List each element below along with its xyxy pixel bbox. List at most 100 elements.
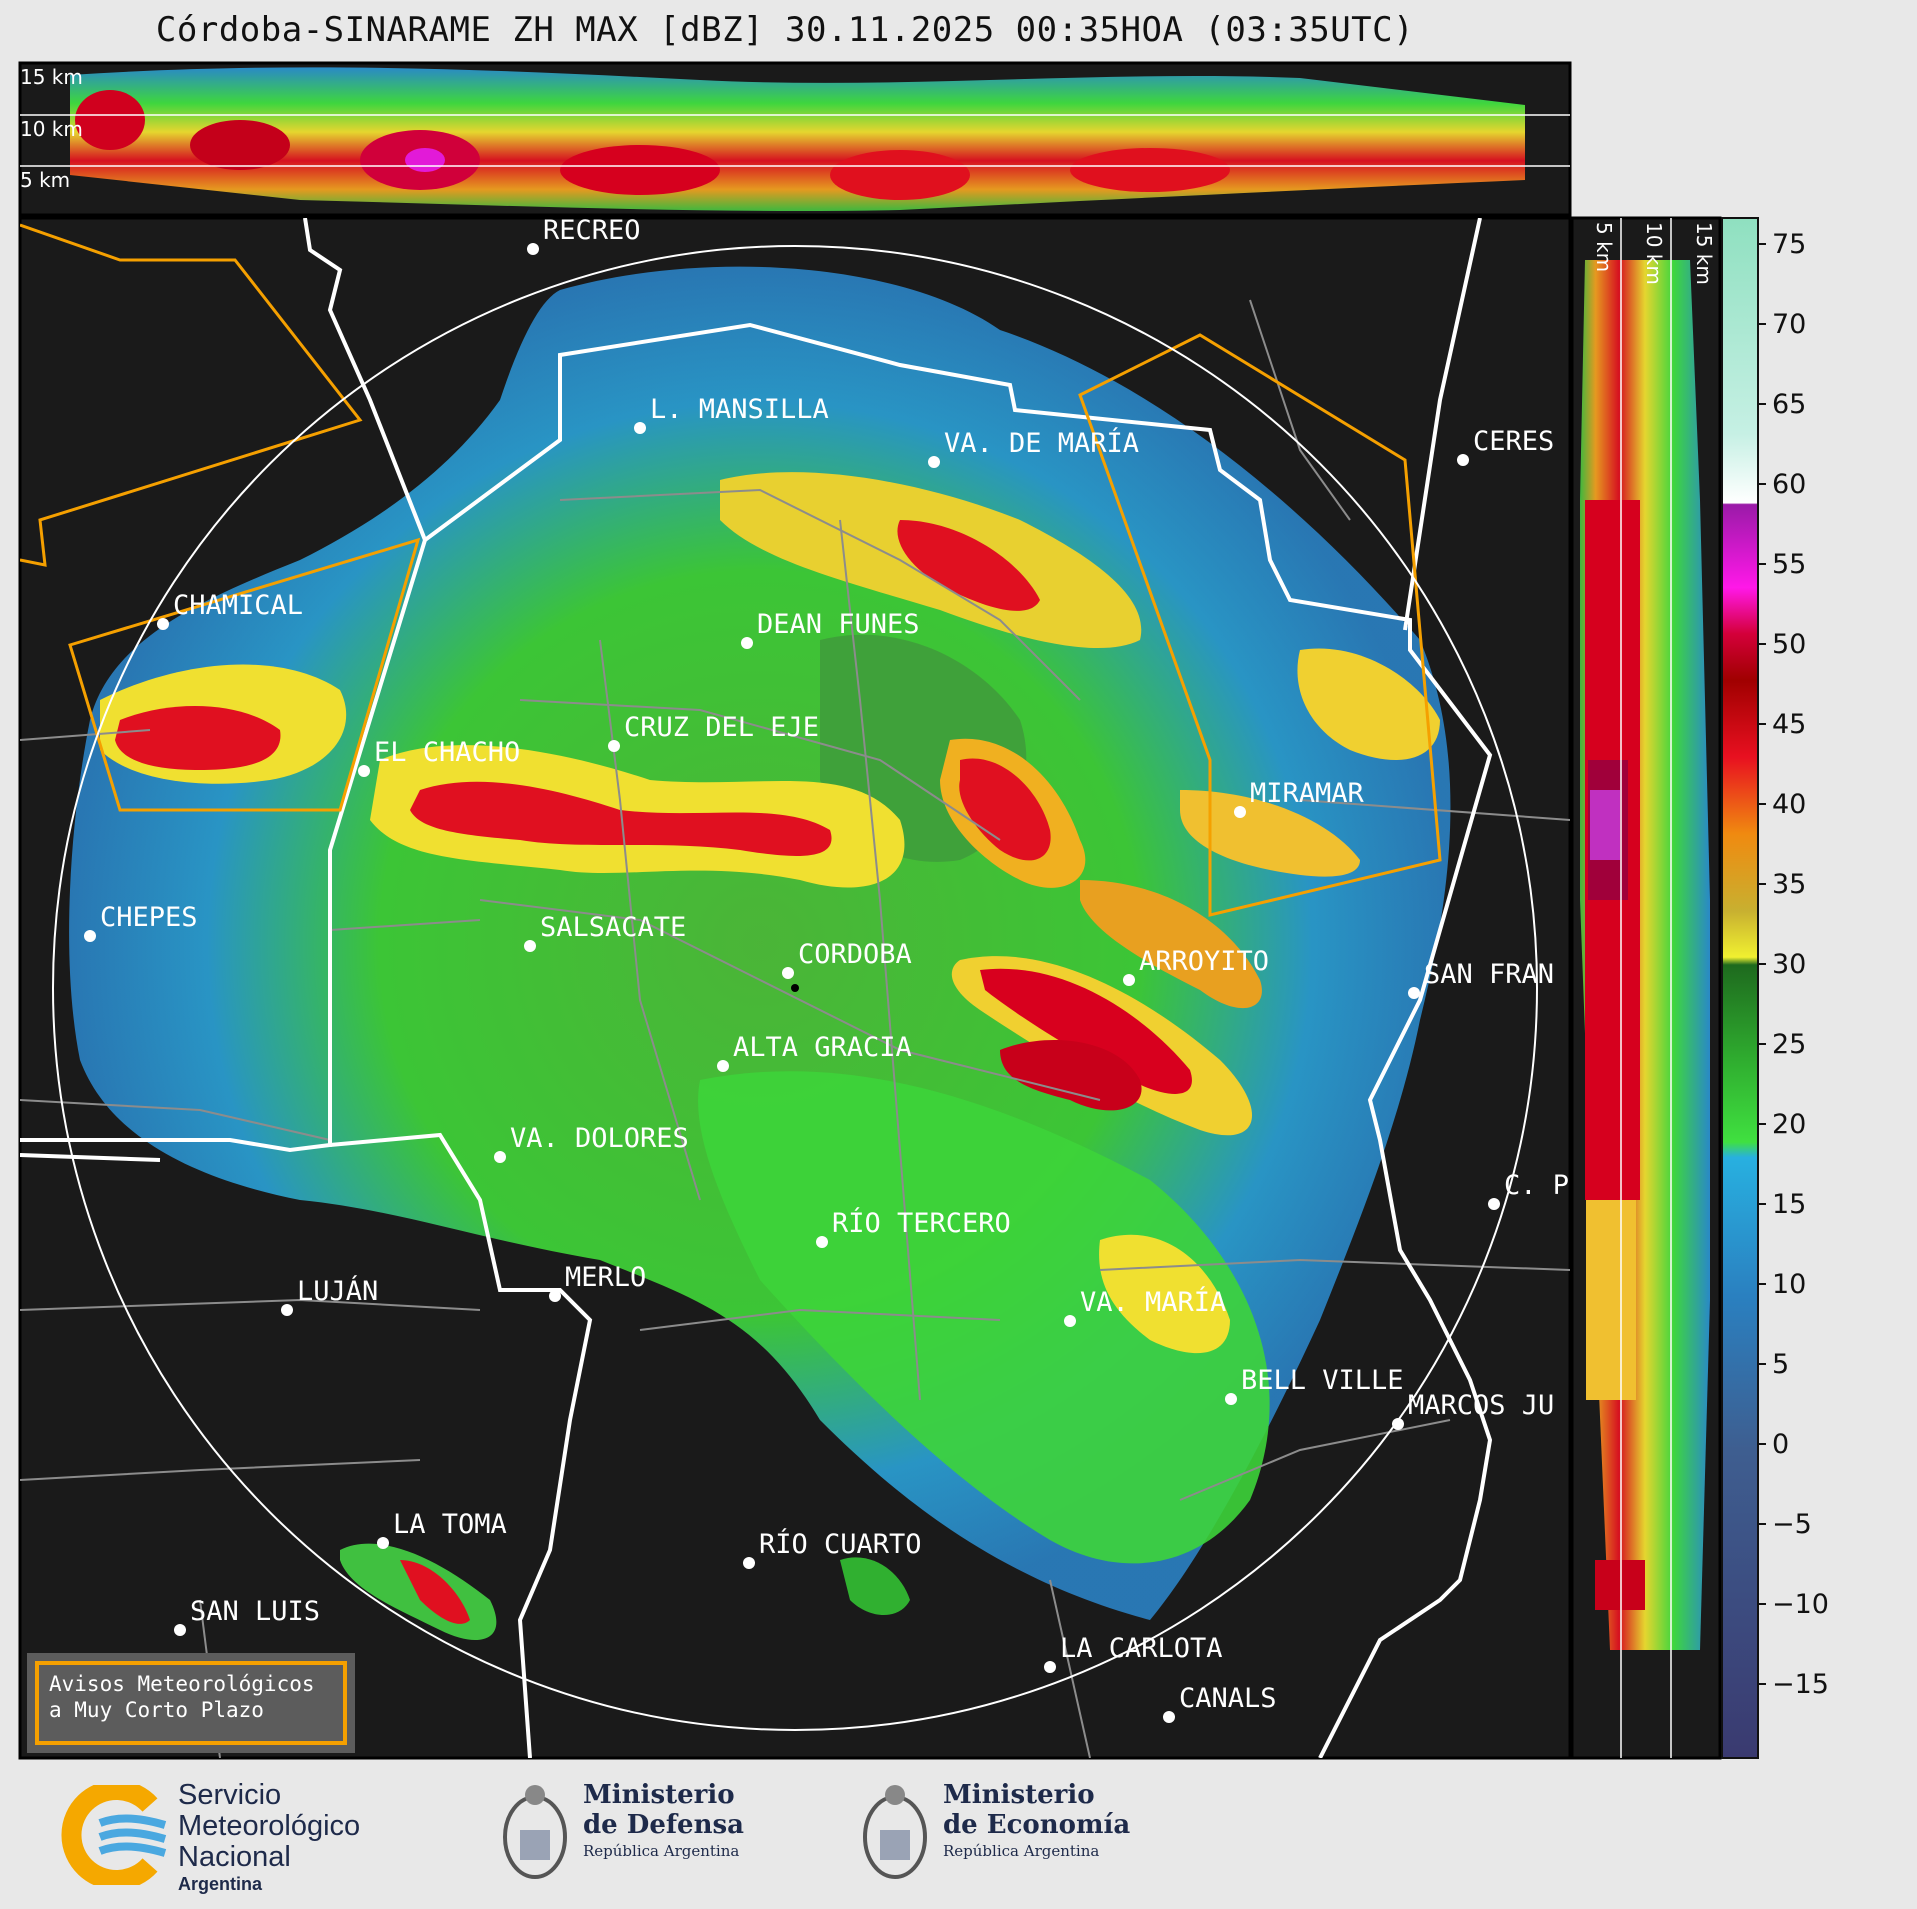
city-label: SAN FRAN	[1424, 959, 1554, 990]
warning-polygons	[20, 223, 1442, 917]
city-label: C. P	[1504, 1170, 1569, 1201]
city-label: SALSACATE	[540, 912, 686, 943]
city-label: MIRAMAR	[1250, 778, 1365, 809]
colorbar-tick-label: 60	[1772, 469, 1806, 500]
colorbar-tick-label: 50	[1772, 629, 1806, 660]
economia-line3: República Argentina	[943, 1842, 1100, 1860]
city-marker	[281, 1304, 293, 1316]
city-label: LUJÁN	[297, 1275, 378, 1307]
city-label: RÍO CUARTO	[759, 1528, 922, 1560]
city-marker	[1392, 1418, 1404, 1430]
defensa-line1: Ministerio	[583, 1780, 735, 1810]
city-marker	[634, 422, 646, 434]
city-marker	[494, 1151, 506, 1163]
city-label: L. MANSILLA	[650, 394, 829, 425]
economia-line2: de Economía	[943, 1810, 1131, 1840]
defensa-line2: de Defensa	[583, 1810, 744, 1840]
city-label: CHAMICAL	[173, 590, 303, 621]
city-label: RECREO	[543, 215, 641, 246]
economia-line1: Ministerio	[943, 1780, 1095, 1810]
side-height-label-5: 5 km	[1592, 222, 1616, 272]
city-marker	[1408, 987, 1420, 999]
city-label: VA. DE MARÍA	[944, 427, 1139, 459]
city-marker	[549, 1290, 561, 1302]
city-label: SAN LUIS	[190, 1596, 320, 1627]
smn-line1: Servicio	[178, 1779, 282, 1811]
city-marker	[1064, 1315, 1076, 1327]
city-marker	[816, 1236, 828, 1248]
department-boundaries	[20, 299, 1570, 1758]
city-marker	[1044, 1661, 1056, 1673]
colorbar-tick-label: 30	[1772, 949, 1806, 980]
city-marker	[608, 740, 620, 752]
page-title: Córdoba-SINARAME ZH MAX [dBZ] 30.11.2025…	[155, 10, 1415, 50]
colorbar-tick-label: −5	[1772, 1509, 1812, 1540]
city-label: VA. MARÍA	[1080, 1286, 1226, 1318]
colorbar-tick-label: 65	[1772, 389, 1806, 420]
top-height-label-5: 5 km	[20, 168, 70, 192]
city-marker	[524, 940, 536, 952]
city-marker	[782, 967, 794, 979]
city-marker	[1488, 1198, 1500, 1210]
footer: Servicio Meteorológico Nacional Argentin…	[0, 1760, 1917, 1909]
city-label: ARROYITO	[1139, 946, 1269, 977]
city-marker	[1163, 1711, 1175, 1723]
colorbar-tick-label: 20	[1772, 1109, 1806, 1140]
coat-of-arms-icon	[503, 1785, 567, 1879]
defensa-line3: República Argentina	[583, 1842, 740, 1860]
city-label: BELL VILLE	[1241, 1365, 1404, 1396]
colorbar-tick-label: 10	[1772, 1269, 1806, 1300]
city-label: LA TOMA	[393, 1509, 507, 1540]
city-marker	[157, 618, 169, 630]
smn-country: Argentina	[178, 1874, 263, 1894]
radar-site-marker	[791, 984, 799, 992]
colorbar-tick-label: 40	[1772, 789, 1806, 820]
city-label: RÍO TERCERO	[832, 1207, 1011, 1239]
colorbar-tick-label: 45	[1772, 709, 1806, 740]
city-label: DEAN FUNES	[757, 609, 920, 640]
colorbar-tick-label: −15	[1772, 1669, 1829, 1700]
side-height-label-15: 15 km	[1692, 222, 1716, 285]
city-label: EL CHACHO	[374, 737, 520, 768]
colorbar-tick-label: 70	[1772, 309, 1806, 340]
colorbar-tick-label: 75	[1772, 229, 1806, 260]
warning-legend-line2: a Muy Corto Plazo	[49, 1698, 264, 1722]
city-label: CORDOBA	[798, 939, 912, 970]
top-cross-section-echo	[70, 67, 1525, 211]
city-marker	[84, 930, 96, 942]
top-height-label-15: 15 km	[20, 65, 83, 89]
city-marker	[717, 1060, 729, 1072]
city-label: MARCOS JU	[1408, 1390, 1554, 1421]
city-marker	[174, 1624, 186, 1636]
warning-legend: Avisos Meteorológicos a Muy Corto Plazo	[27, 1653, 355, 1753]
colorbar	[1721, 217, 1759, 1759]
warning-legend-frame: Avisos Meteorológicos a Muy Corto Plazo	[35, 1661, 347, 1745]
city-label: MERLO	[565, 1262, 646, 1293]
city-label: CRUZ DEL EJE	[624, 712, 819, 743]
warning-legend-line1: Avisos Meteorológicos	[49, 1672, 315, 1696]
city-label: ALTA GRACIA	[733, 1032, 912, 1063]
city-label: CHEPES	[100, 902, 198, 933]
smn-logo-icon	[61, 1785, 167, 1885]
ministerio-defensa: Ministerio de Defensa República Argentin…	[583, 1780, 744, 1860]
city-label: CERES	[1473, 426, 1554, 457]
city-marker	[741, 637, 753, 649]
side-height-label-10: 10 km	[1642, 222, 1666, 285]
city-marker	[1225, 1393, 1237, 1405]
city-marker	[1457, 454, 1469, 466]
radar-echo-field	[69, 266, 1451, 1640]
colorbar-tick-label: 55	[1772, 549, 1806, 580]
colorbar-tick-label: −10	[1772, 1589, 1829, 1620]
colorbar-tick-label: 25	[1772, 1029, 1806, 1060]
city-marker	[1123, 974, 1135, 986]
city-marker	[377, 1537, 389, 1549]
city-marker	[743, 1557, 755, 1569]
colorbar-tick-label: 5	[1772, 1349, 1789, 1380]
range-ring	[52, 245, 1538, 1731]
city-label: CANALS	[1179, 1683, 1277, 1714]
city-marker	[527, 243, 539, 255]
colorbar-tick-label: 0	[1772, 1429, 1789, 1460]
top-height-label-10: 10 km	[20, 117, 83, 141]
